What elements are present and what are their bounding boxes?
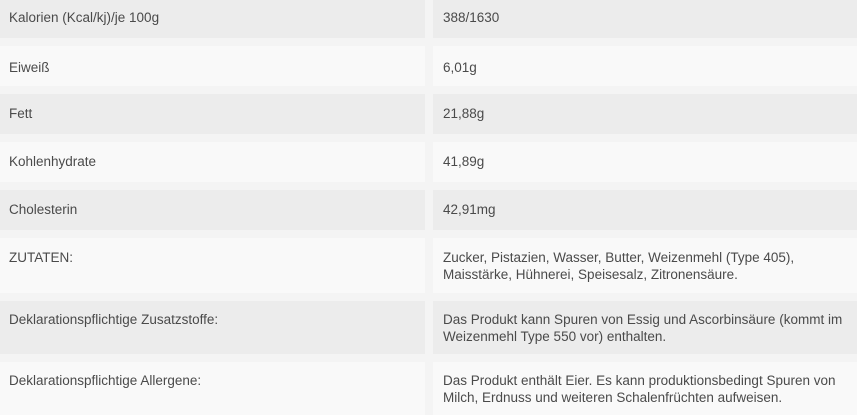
row-value: Zucker, Pistazien, Wasser, Butter, Weize… — [433, 238, 857, 293]
row-label: Kalorien (Kcal/kj)/je 100g — [0, 0, 425, 38]
row-label: Kohlenhydrate — [0, 142, 425, 182]
row-value: 42,91mg — [433, 190, 857, 230]
row-value: 6,01g — [433, 46, 857, 86]
row-label: Deklarationspflichtige Allergene: — [0, 362, 425, 415]
row-value: 41,89g — [433, 142, 857, 182]
table-row: Deklarationspflichtige Allergene: Das Pr… — [0, 362, 857, 415]
table-row: Eiweiß 6,01g — [0, 46, 857, 86]
table-row: Cholesterin 42,91mg — [0, 190, 857, 230]
row-label: Eiweiß — [0, 46, 425, 86]
table-row: Deklarationspflichtige Zusatzstoffe: Das… — [0, 301, 857, 354]
row-label: Cholesterin — [0, 190, 425, 230]
row-value: Das Produkt enthält Eier. Es kann produk… — [433, 362, 857, 415]
table-row: Fett 21,88g — [0, 94, 857, 134]
row-value: 21,88g — [433, 94, 857, 134]
row-value: 388/1630 — [433, 0, 857, 38]
table-row: Kalorien (Kcal/kj)/je 100g 388/1630 — [0, 0, 857, 38]
table-row: Kohlenhydrate 41,89g — [0, 142, 857, 182]
row-label: ZUTATEN: — [0, 238, 425, 293]
table-row: ZUTATEN: Zucker, Pistazien, Wasser, Butt… — [0, 238, 857, 293]
row-label: Deklarationspflichtige Zusatzstoffe: — [0, 301, 425, 354]
row-label: Fett — [0, 94, 425, 134]
row-value: Das Produkt kann Spuren von Essig und As… — [433, 301, 857, 354]
